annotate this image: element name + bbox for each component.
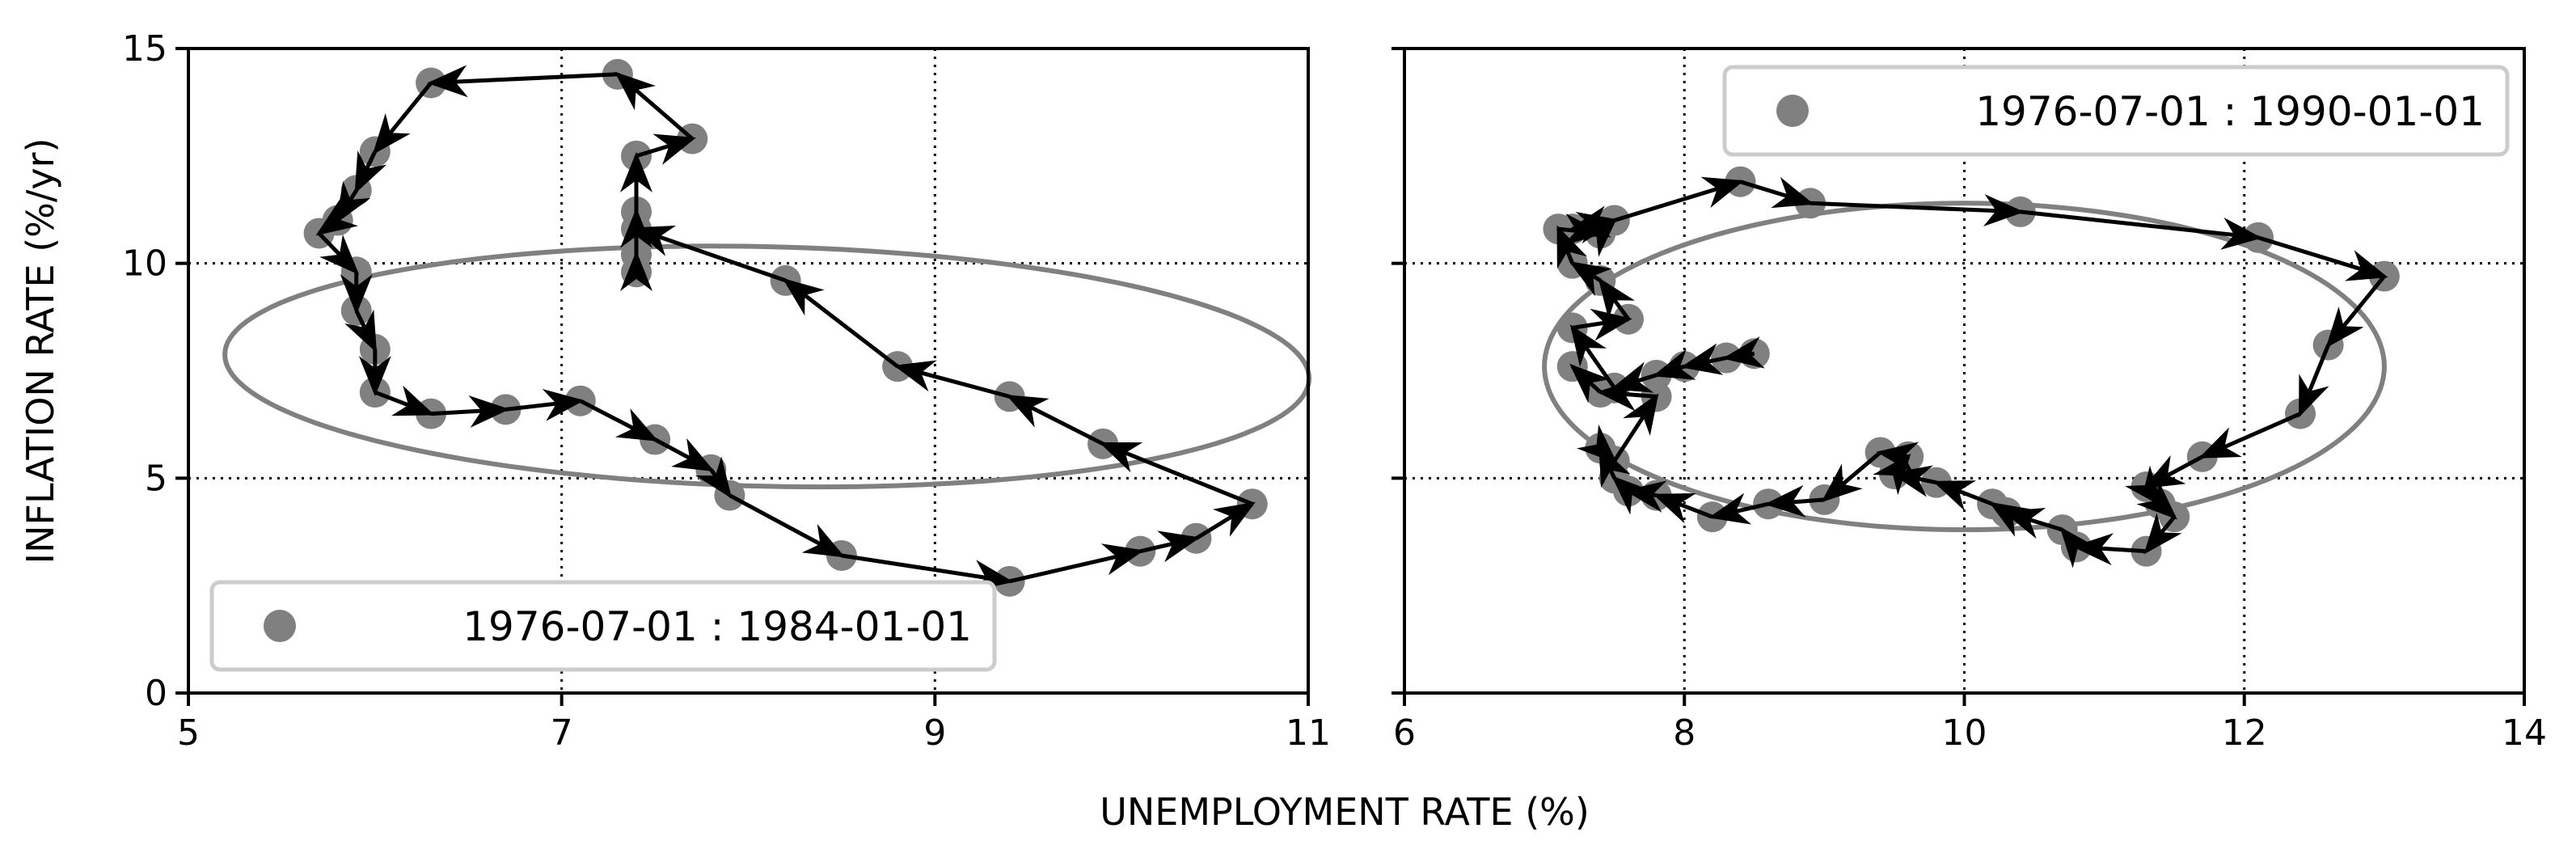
chart1-trajectory-arrow	[1139, 530, 1201, 563]
chart2-trajectory-arrow	[2325, 275, 2386, 349]
chart1-y-tick-label: 5	[145, 458, 167, 499]
chart1-x-tick-label: 9	[923, 712, 946, 754]
chart2-trajectory-arrow	[1572, 308, 1632, 341]
chart2-trajectory-arrow	[1988, 501, 2032, 537]
chart2-trajectory-arrow	[1932, 480, 1994, 511]
chart1-trajectory-arrow	[893, 360, 1011, 399]
chart-panel-right: 6 8 10 12 14 1976-07-01 : 1990-01-01	[1391, 47, 2547, 754]
chart2-x-tick-label: 12	[2222, 712, 2267, 754]
chart2-trajectory-arrow	[2143, 513, 2182, 555]
chart2-trajectory-arrow	[1708, 492, 1769, 525]
chart1-y-tick-label: 15	[122, 28, 167, 70]
chart1-ellipse	[222, 243, 1312, 490]
chart1-trajectory-arrow	[782, 277, 899, 369]
chart1-x-tick-label: 7	[551, 712, 573, 754]
chart1-trajectory-arrow	[653, 437, 715, 472]
chart1-trajectory-arrow	[505, 388, 585, 421]
chart1-trajectory-arrow	[317, 231, 360, 275]
chart2-x-tick-label: 6	[1393, 712, 1416, 754]
chart1-trajectory-arrow	[728, 493, 846, 558]
chart2-trajectory-arrow	[1876, 442, 1919, 475]
chart2-trajectory-arrow	[1577, 424, 1618, 464]
chart2-trajectory-arrow	[2298, 344, 2330, 418]
chart1-trajectory-arrow	[1099, 442, 1253, 506]
chart2-trajectory-arrow	[2198, 412, 2302, 459]
chart1-trajectory-arrow	[430, 395, 510, 428]
chart2-trajectory-arrow	[1612, 393, 1659, 463]
chart2-trajectory-arrow	[1613, 176, 1745, 222]
chart2-trajectory-arrow	[2059, 526, 2098, 568]
chart1-trajectory-arrow	[632, 225, 787, 283]
chart1-trajectory-arrow	[841, 553, 1014, 592]
chart1-trajectory-arrow	[315, 199, 358, 236]
chart2-trajectory-arrow	[1556, 225, 1587, 269]
chart1-trajectory-arrow	[1195, 501, 1256, 540]
chart1-y-tick-label: 0	[145, 673, 167, 714]
chart2-legend-marker	[1776, 95, 1809, 127]
chart1-trajectory-arrow	[695, 456, 733, 499]
chart2-x-tick-label: 14	[2502, 712, 2547, 754]
chart2-x-tick-label: 8	[1673, 712, 1696, 754]
chart1-plot-frame	[187, 47, 1310, 695]
chart1-trajectory-arrow	[344, 309, 378, 353]
chart2-legend-label: 1976-07-01 : 1990-01-01	[1975, 88, 2485, 135]
chart2-x-tick-label: 10	[1942, 712, 1987, 754]
chart1-trajectory-arrow	[374, 385, 435, 416]
chart2-trajectory-arrow	[1722, 336, 1765, 369]
chart2-trajectory-arrow	[1569, 363, 1611, 404]
chart2-trajectory-arrow	[1810, 194, 2025, 227]
chart2-trajectory-arrow	[1739, 176, 1814, 209]
chart2-trajectory-arrow	[2257, 235, 2388, 281]
chart2-legend-box	[1722, 65, 2510, 157]
chart1-trajectory-arrow	[579, 399, 659, 442]
chart1-trajectory-arrow	[614, 71, 694, 141]
chart1-legend-marker	[264, 610, 296, 642]
chart1-y-tick-label: 10	[122, 243, 167, 285]
chart1-legend-box	[209, 580, 997, 672]
chart2-trajectory-arrow	[2020, 209, 2263, 250]
chart2-trajectory-arrow	[1764, 484, 1825, 518]
chart2-trajectory-arrow	[2143, 454, 2203, 489]
chart1-x-tick-label: 5	[177, 712, 200, 754]
chart2-trajectory-arrow	[1821, 450, 1882, 503]
chart1-trajectory-arrow	[636, 133, 697, 165]
chart2-trajectory-arrow	[1652, 349, 1696, 380]
chart2-trajectory-arrow	[1572, 211, 1619, 244]
chart1-trajectory-arrow	[372, 81, 433, 155]
chart1-trajectory-arrow	[1009, 543, 1145, 584]
chart1-legend-label: 1976-07-01 : 1984-01-01	[462, 603, 972, 650]
chart1-trajectory-arrow	[1006, 395, 1104, 446]
chart1-trajectory-arrow	[427, 65, 619, 98]
y-axis-label: INFLATION RATE (%/yr)	[19, 138, 62, 564]
x-axis-label: UNEMPLOYMENT RATE (%)	[1100, 790, 1590, 834]
chart1-x-tick-label: 11	[1286, 712, 1331, 754]
